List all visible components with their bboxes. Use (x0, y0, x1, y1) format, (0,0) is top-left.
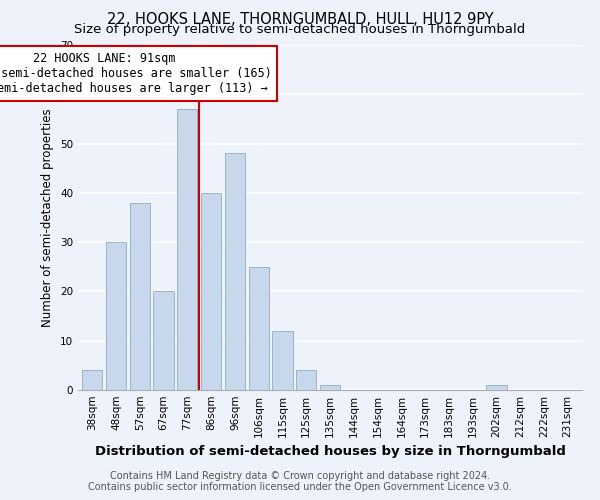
Text: Size of property relative to semi-detached houses in Thorngumbald: Size of property relative to semi-detach… (74, 22, 526, 36)
Text: Contains HM Land Registry data © Crown copyright and database right 2024.
Contai: Contains HM Land Registry data © Crown c… (88, 471, 512, 492)
Bar (154, 292, 173, 390)
Text: 22, HOOKS LANE, THORNGUMBALD, HULL, HU12 9PY: 22, HOOKS LANE, THORNGUMBALD, HULL, HU12… (107, 12, 493, 28)
Bar (296, 370, 316, 390)
Bar (272, 331, 293, 390)
Y-axis label: Number of semi-detached properties: Number of semi-detached properties (41, 108, 55, 327)
Bar (82, 370, 103, 390)
Bar (106, 242, 126, 390)
Bar (201, 193, 221, 390)
Bar (177, 109, 197, 390)
Bar (225, 154, 245, 390)
Bar (320, 385, 340, 390)
Bar (487, 385, 506, 390)
Text: 22 HOOKS LANE: 91sqm
← 59% of semi-detached houses are smaller (165)
40% of semi: 22 HOOKS LANE: 91sqm ← 59% of semi-detac… (0, 52, 272, 96)
Bar (130, 202, 150, 390)
Bar (248, 267, 269, 390)
X-axis label: Distribution of semi-detached houses by size in Thorngumbald: Distribution of semi-detached houses by … (95, 446, 565, 458)
